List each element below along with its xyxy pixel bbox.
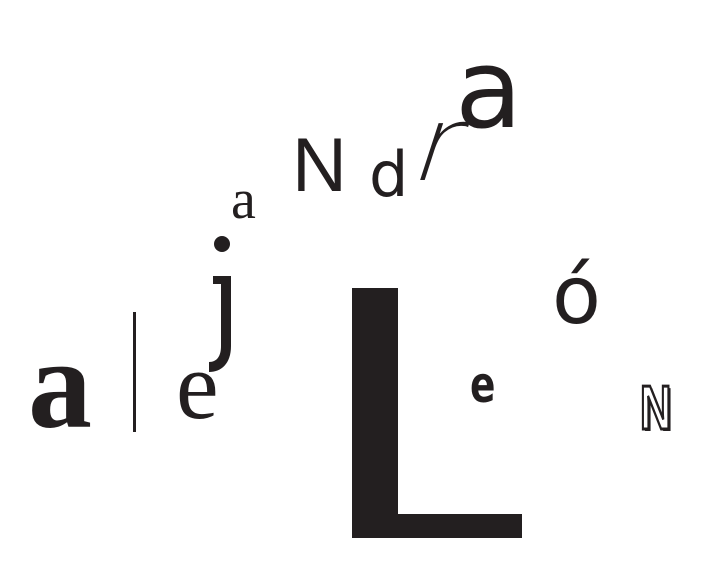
letter-l-large xyxy=(352,288,522,538)
letter-e-condensed: e xyxy=(470,356,496,414)
letter-n-outlined: N xyxy=(639,374,672,443)
letter-e-serif: e xyxy=(176,332,219,439)
letter-a-small: a xyxy=(231,169,256,231)
vertical-stroke xyxy=(133,312,136,432)
letter-d: d xyxy=(369,138,409,211)
letter-o-acute: ó xyxy=(552,249,601,342)
letter-j-dot xyxy=(214,236,230,252)
letter-n-sans: N xyxy=(292,123,347,208)
letter-a-top: a xyxy=(455,25,523,153)
letter-j-stem xyxy=(209,276,231,372)
letter-a-large: a xyxy=(28,313,92,455)
